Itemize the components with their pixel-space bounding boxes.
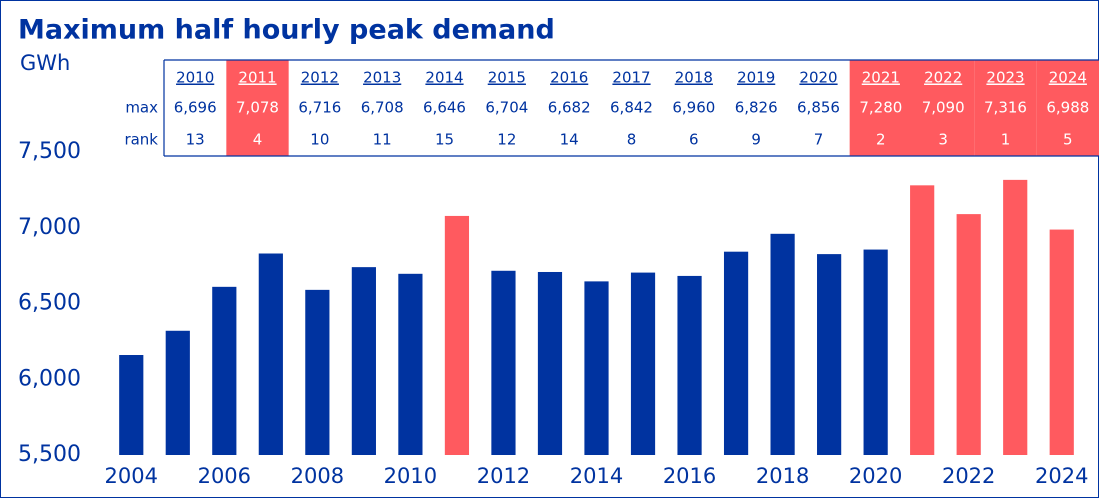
table-max: 6,708 bbox=[361, 99, 404, 117]
table-highlight bbox=[849, 60, 912, 156]
table-year: 2017 bbox=[612, 69, 650, 87]
table-max: 6,704 bbox=[485, 99, 528, 117]
y-axis-label: GWh bbox=[20, 51, 70, 75]
bar bbox=[677, 275, 702, 455]
bar bbox=[723, 251, 749, 455]
table-max: 6,696 bbox=[174, 99, 217, 117]
table-max: 6,646 bbox=[423, 99, 466, 117]
table-rank: 13 bbox=[186, 131, 205, 149]
table-highlight bbox=[1036, 60, 1099, 156]
x-tick-label: 2016 bbox=[663, 464, 716, 488]
bar bbox=[1049, 229, 1074, 455]
bar bbox=[956, 214, 981, 455]
table-rank: 1 bbox=[1001, 131, 1011, 149]
table-rank: 6 bbox=[689, 131, 699, 149]
table-year: 2014 bbox=[425, 69, 463, 87]
table-max: 6,856 bbox=[797, 99, 840, 117]
table-year: 2011 bbox=[238, 69, 276, 87]
table-highlight bbox=[912, 60, 975, 156]
table-max: 6,842 bbox=[610, 99, 653, 117]
table-max: 6,716 bbox=[298, 99, 341, 117]
table-row-label: max bbox=[125, 99, 158, 117]
table-rank: 11 bbox=[373, 131, 392, 149]
x-tick-label: 2024 bbox=[1035, 464, 1088, 488]
table-rank: 4 bbox=[253, 131, 263, 149]
table-highlight bbox=[226, 60, 289, 156]
table-year: 2022 bbox=[924, 69, 962, 87]
bar bbox=[212, 286, 237, 455]
bar bbox=[398, 273, 423, 455]
bar bbox=[165, 330, 190, 455]
table-max: 7,090 bbox=[922, 99, 965, 117]
y-tick-label: 5,500 bbox=[18, 442, 81, 467]
bar bbox=[444, 215, 470, 455]
bar bbox=[863, 249, 888, 455]
table-highlight bbox=[974, 60, 1037, 156]
table-rank: 9 bbox=[751, 131, 761, 149]
table-rank: 2 bbox=[876, 131, 886, 149]
chart-title: Maximum half hourly peak demand bbox=[18, 15, 555, 46]
table-year: 2013 bbox=[363, 69, 401, 87]
x-tick-label: 2004 bbox=[105, 464, 158, 488]
bar bbox=[910, 185, 935, 455]
bar bbox=[817, 254, 842, 455]
y-tick-label: 6,500 bbox=[18, 291, 81, 316]
y-tick-label: 7,500 bbox=[18, 139, 81, 164]
table-year: 2020 bbox=[799, 69, 837, 87]
table-year: 2012 bbox=[301, 69, 339, 87]
bar bbox=[305, 289, 330, 455]
table-max: 6,826 bbox=[735, 99, 778, 117]
table-year: 2019 bbox=[737, 69, 775, 87]
bar bbox=[584, 281, 609, 455]
bar bbox=[537, 271, 563, 455]
y-tick-label: 6,000 bbox=[18, 366, 81, 391]
table-rank: 14 bbox=[560, 131, 579, 149]
table-max: 7,280 bbox=[859, 99, 902, 117]
table-max: 6,988 bbox=[1046, 99, 1089, 117]
x-tick-label: 2022 bbox=[942, 464, 995, 488]
bar bbox=[1003, 179, 1028, 455]
table-max: 6,960 bbox=[672, 99, 715, 117]
x-tick-label: 2010 bbox=[384, 464, 437, 488]
table-row-label: rank bbox=[124, 131, 158, 149]
table-rank: 3 bbox=[938, 131, 948, 149]
x-tick-label: 2008 bbox=[291, 464, 344, 488]
table-max: 7,316 bbox=[984, 99, 1027, 117]
table-rank: 15 bbox=[435, 131, 454, 149]
table-year: 2015 bbox=[488, 69, 526, 87]
x-tick-label: 2018 bbox=[756, 464, 809, 488]
bar bbox=[491, 270, 516, 455]
x-tick-label: 2020 bbox=[849, 464, 902, 488]
table-rank: 8 bbox=[627, 131, 637, 149]
table-max: 7,078 bbox=[236, 99, 279, 117]
x-tick-label: 2014 bbox=[570, 464, 623, 488]
x-tick-label: 2012 bbox=[477, 464, 530, 488]
bar bbox=[258, 253, 283, 455]
bar bbox=[351, 267, 376, 455]
table-year: 2018 bbox=[675, 69, 713, 87]
y-tick-label: 7,000 bbox=[18, 215, 81, 240]
table-year: 2016 bbox=[550, 69, 588, 87]
table-rank: 7 bbox=[814, 131, 824, 149]
bar bbox=[119, 355, 144, 455]
table-year: 2010 bbox=[176, 69, 214, 87]
bar bbox=[770, 233, 795, 455]
bar bbox=[630, 272, 656, 455]
x-tick-label: 2006 bbox=[198, 464, 251, 488]
table-rank: 10 bbox=[310, 131, 329, 149]
table-rank: 5 bbox=[1063, 131, 1073, 149]
table-year: 2023 bbox=[986, 69, 1024, 87]
table-year: 2024 bbox=[1049, 69, 1087, 87]
table-max: 6,682 bbox=[548, 99, 591, 117]
table-year: 2021 bbox=[862, 69, 900, 87]
table-rank: 12 bbox=[497, 131, 516, 149]
